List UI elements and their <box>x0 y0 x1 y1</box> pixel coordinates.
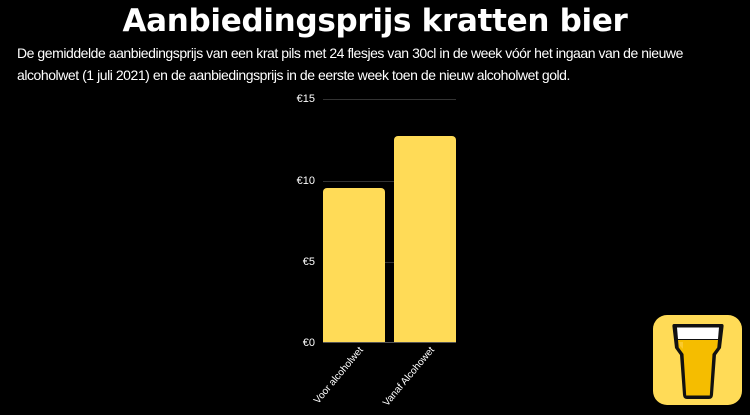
bar-voor-alcoholwet[interactable] <box>323 188 385 343</box>
beer-glass-icon <box>653 315 742 405</box>
bar-vanaf-alcoholwet[interactable] <box>394 136 456 343</box>
gridline-10 <box>323 181 456 182</box>
x-axis-baseline <box>323 342 456 343</box>
y-tick-5: €5 <box>302 256 315 268</box>
gridline-5 <box>323 262 456 263</box>
page-title: Aanbiedingsprijs kratten bier <box>122 3 628 39</box>
y-tick-15: €15 <box>296 93 315 105</box>
y-tick-10: €10 <box>296 175 315 187</box>
x-label-vanaf-alcoholwet: Vanaf Alcohowet <box>381 344 438 409</box>
y-tick-0: €0 <box>302 337 315 349</box>
x-label-voor-alcoholwet: Voor alcoholwet <box>312 344 367 407</box>
chart-subtitle: De gemiddelde aanbiedingsprijs van een k… <box>17 45 683 83</box>
gridline-15 <box>323 99 456 100</box>
